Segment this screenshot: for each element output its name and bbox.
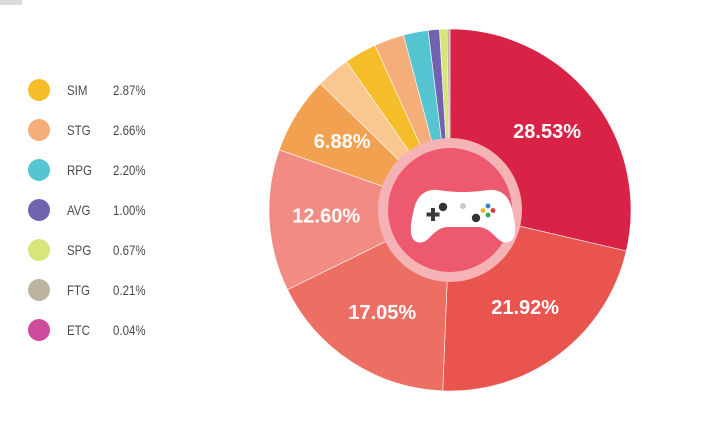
- donut-chart: 28.53% 21.92% 17.05% 12.60% 6.88%: [268, 28, 632, 392]
- legend-color-dot: [28, 199, 50, 221]
- legend-value: 1.00%: [113, 202, 146, 218]
- legend-value: 0.67%: [113, 242, 146, 258]
- legend-label: SIM: [67, 82, 88, 98]
- legend-item-spg: SPG 0.67%: [28, 230, 218, 270]
- slice-data-label: 28.53%: [513, 121, 581, 143]
- legend-color-dot: [28, 279, 50, 301]
- legend-item-stg: STG 2.66%: [28, 110, 218, 150]
- legend-value: 0.04%: [113, 322, 146, 338]
- top-corner-mark: [0, 0, 22, 5]
- legend-label: RPG: [67, 162, 92, 178]
- legend-item-etc: ETC 0.04%: [28, 310, 218, 350]
- legend-value: 0.21%: [113, 282, 146, 298]
- legend-color-dot: [28, 79, 50, 101]
- legend-label: AVG: [67, 202, 91, 218]
- slice-data-label: 21.92%: [491, 297, 559, 319]
- legend-value: 2.20%: [113, 162, 146, 178]
- legend: SIM 2.87% STG 2.66% RPG 2.20% AVG 1.00% …: [28, 70, 218, 350]
- legend-color-dot: [28, 119, 50, 141]
- legend-label: FTG: [67, 282, 90, 298]
- legend-item-ftg: FTG 0.21%: [28, 270, 218, 310]
- pie-slice-3: [268, 149, 451, 291]
- legend-label: STG: [67, 122, 91, 138]
- slice-label-layer: 28.53% 21.92% 17.05% 12.60% 6.88%: [292, 121, 581, 324]
- game-controller-icon: [410, 189, 516, 243]
- slice-data-label: 12.60%: [292, 205, 360, 227]
- legend-color-dot: [28, 159, 50, 181]
- legend-label: SPG: [67, 242, 92, 258]
- legend-value: 2.87%: [113, 82, 146, 98]
- slice-data-label: 6.88%: [314, 131, 371, 153]
- legend-color-dot: [28, 319, 50, 341]
- legend-label: ETC: [67, 322, 90, 338]
- legend-item-avg: AVG 1.00%: [28, 190, 218, 230]
- slice-data-label: 17.05%: [348, 302, 416, 324]
- legend-color-dot: [28, 239, 50, 261]
- legend-item-rpg: RPG 2.20%: [28, 150, 218, 190]
- legend-value: 2.66%: [113, 122, 146, 138]
- legend-item-sim: SIM 2.87%: [28, 70, 218, 110]
- donut-chart-container: 28.53% 21.92% 17.05% 12.60% 6.88%: [268, 28, 632, 392]
